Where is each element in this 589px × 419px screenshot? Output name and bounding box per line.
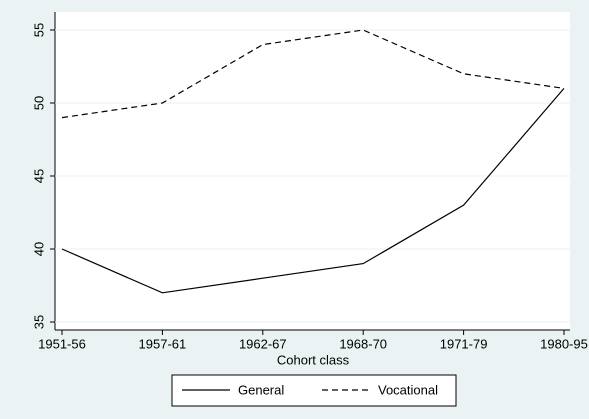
series-line <box>61 29 565 119</box>
x-tick-label: 1962-67 <box>239 336 287 351</box>
y-tick-label: 45 <box>31 169 46 183</box>
legend-label: Vocational <box>378 382 438 397</box>
x-tick-label: 1980-95 <box>540 336 588 351</box>
series-line <box>61 88 565 294</box>
x-axis-label: Cohort class <box>277 352 350 367</box>
plot-area <box>55 12 570 330</box>
y-tick-label: 50 <box>31 96 46 110</box>
x-tick-label: 1971-79 <box>440 336 488 351</box>
y-tick-label: 40 <box>31 242 46 256</box>
x-tick-label: 1968-70 <box>339 336 387 351</box>
y-tick-label: 35 <box>31 315 46 329</box>
x-tick-label: 1957-61 <box>139 336 187 351</box>
y-tick-label: 55 <box>31 23 46 37</box>
legend-label: General <box>238 382 284 397</box>
x-tick-label: 1951-56 <box>38 336 86 351</box>
